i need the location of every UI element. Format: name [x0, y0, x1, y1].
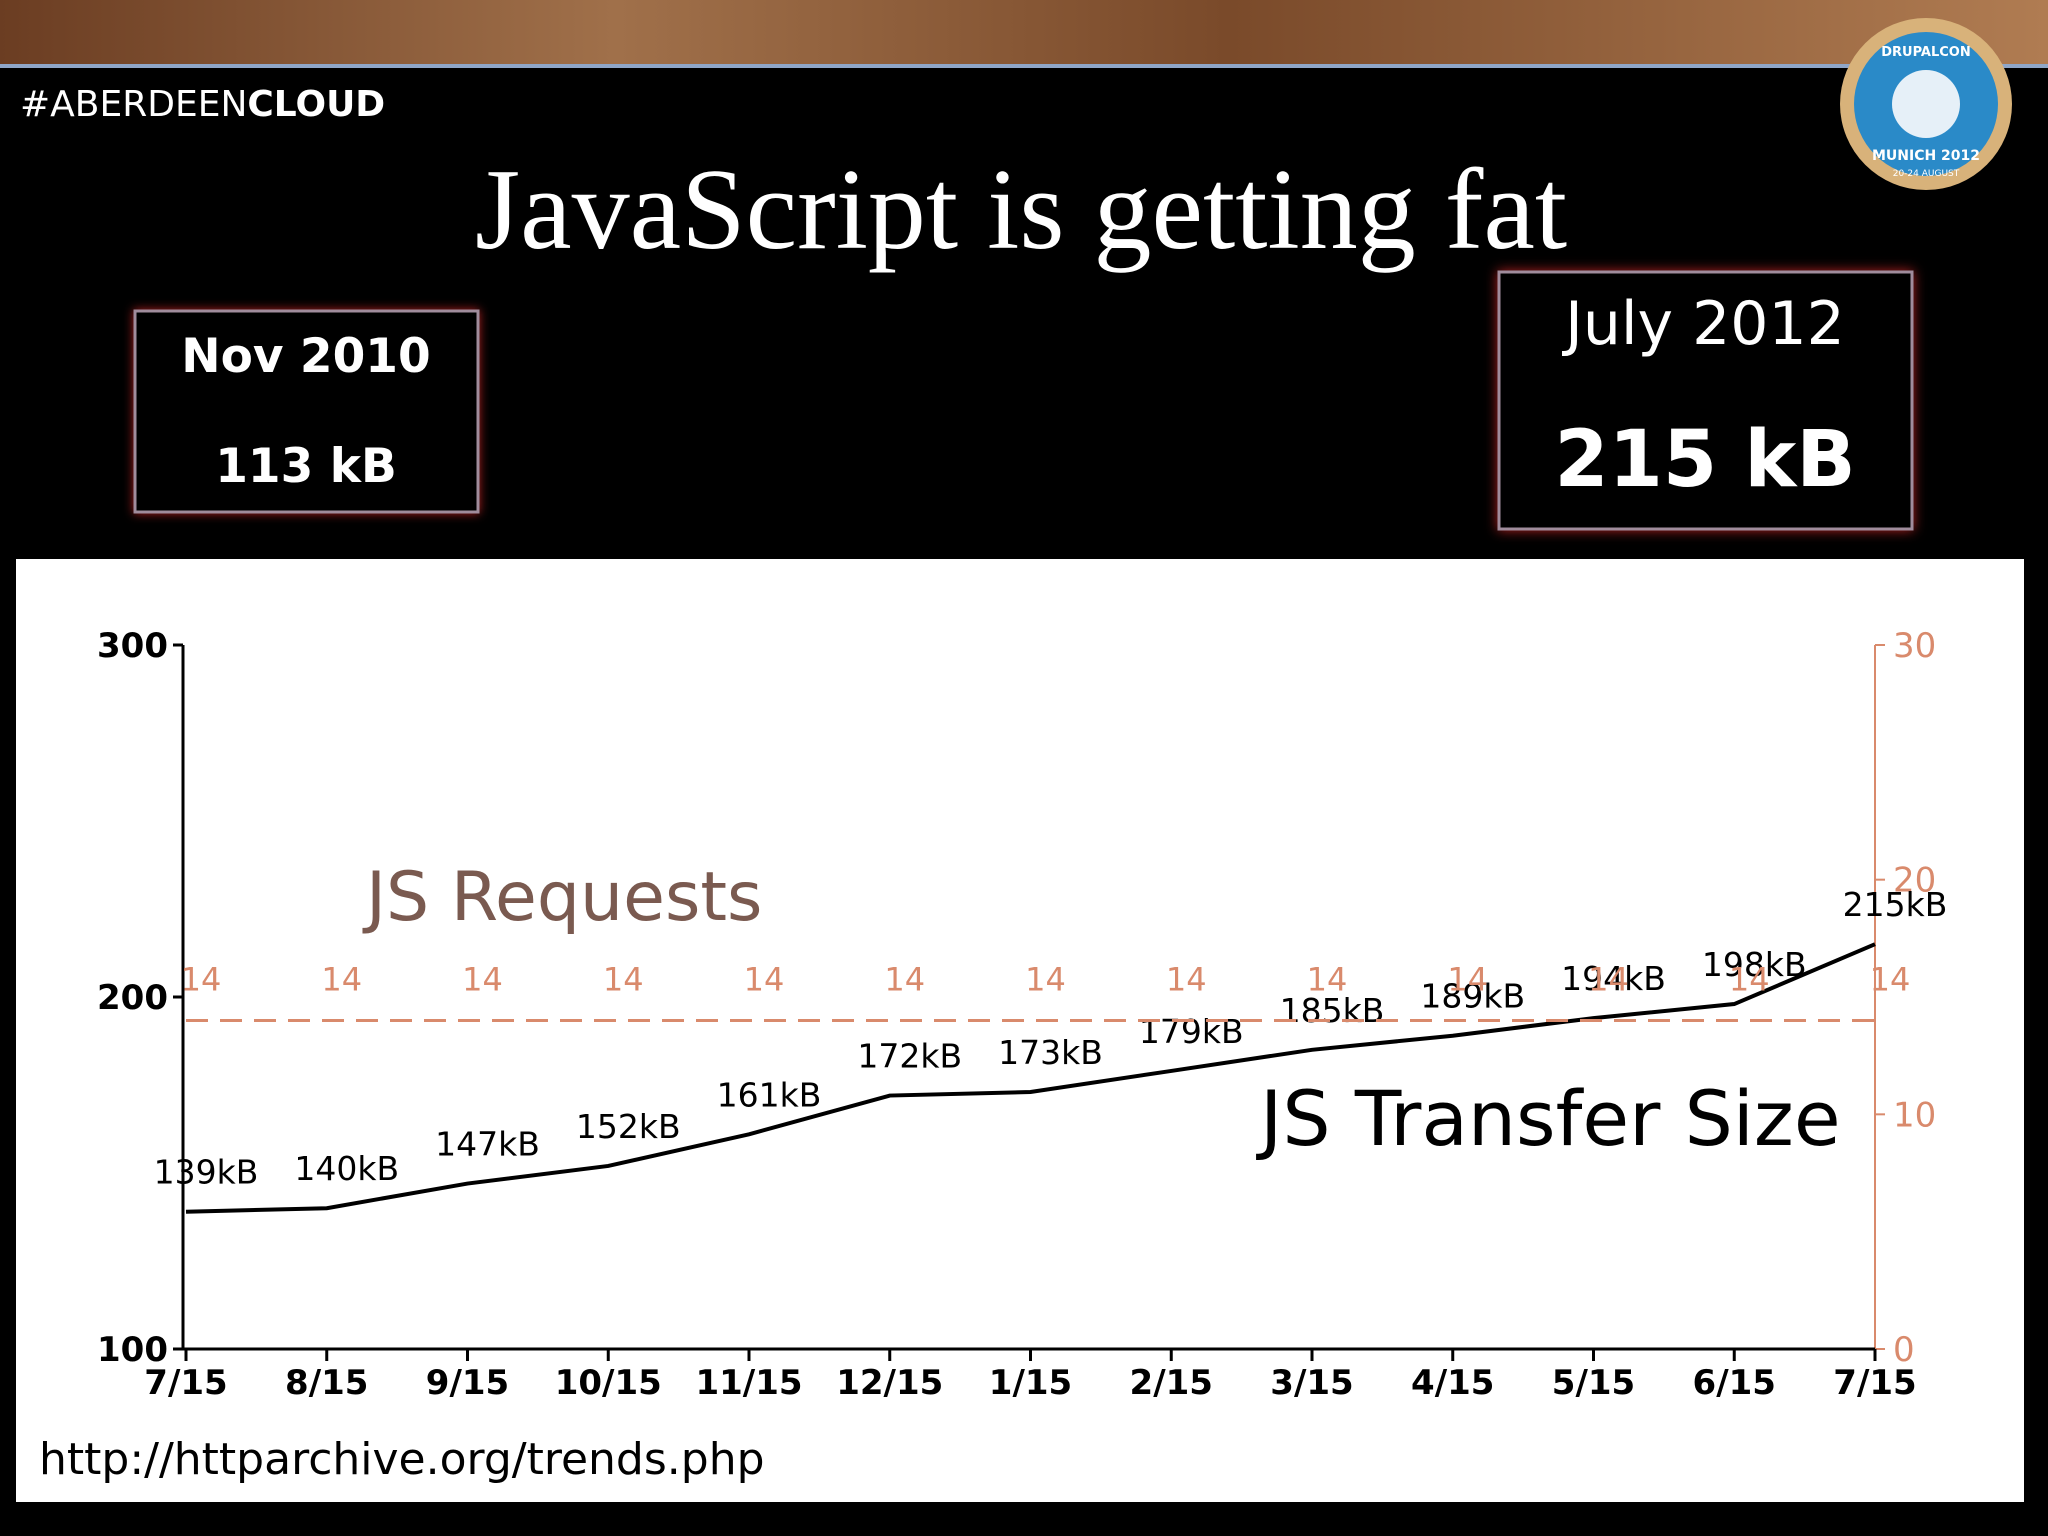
data-label: 14 [321, 960, 362, 998]
data-label: 14 [1729, 960, 1770, 998]
data-label: 14 [603, 960, 644, 998]
chart: 100 200 300 0 10 20 30 7/15 8/15 9/15 10/15 11/15 12… [97, 626, 1947, 1403]
data-label: 139kB [154, 1153, 259, 1192]
x-tick-label: 11/15 [695, 1363, 802, 1403]
logo-bottom: 20-24 AUGUST [1893, 169, 1960, 179]
annotation: JS Requests [362, 858, 762, 937]
y-tick-label: 300 [97, 626, 168, 666]
x-tick-label: 4/15 [1411, 1363, 1494, 1403]
slide-title: JavaScript is getting fat [475, 146, 1567, 274]
x-tick-label: 1/15 [989, 1363, 1072, 1403]
y2-tick-label: 30 [1893, 626, 1936, 666]
data-label: 173kB [998, 1033, 1103, 1072]
data-label: 14 [884, 960, 925, 998]
banner-line [0, 64, 2048, 68]
data-label: 14 [181, 960, 222, 998]
data-label: 194kB [1561, 959, 1666, 998]
data-label: 14 [1307, 960, 1348, 998]
data-label: 189kB [1420, 977, 1525, 1016]
box-size: 215 kB [1554, 415, 1855, 505]
y-tick-label: 100 [97, 1330, 168, 1370]
x-tick-label: 2/15 [1130, 1363, 1213, 1403]
data-label: 147kB [435, 1125, 540, 1164]
logo-middle: MUNICH 2012 [1872, 148, 1980, 164]
logo: DRUPALCON MUNICH 2012 20-24 AUGUST [1840, 18, 2012, 190]
x-tick-label: 7/15 [1833, 1363, 1916, 1403]
data-label: 14 [1025, 960, 1066, 998]
box-nov-2010 [133, 309, 480, 514]
data-label: 185kB [1280, 991, 1385, 1030]
data-label: 14 [1588, 960, 1629, 998]
data-label: 14 [1166, 960, 1207, 998]
box-july-2012 [1497, 270, 1914, 531]
source-url: http://httparchive.org/trends.php [39, 1434, 765, 1485]
annotation: JS Transfer Size [1256, 1074, 1841, 1163]
y2-tick-label: 0 [1893, 1330, 1915, 1370]
data-label: 14 [1447, 960, 1488, 998]
data-label: 215kB [1843, 885, 1948, 924]
x-tick-label: 10/15 [555, 1363, 662, 1403]
data-label: 198kB [1702, 945, 1807, 984]
data-label: 14 [1870, 960, 1911, 998]
data-label: 14 [744, 960, 785, 998]
data-label: 161kB [717, 1075, 822, 1114]
size-line [185, 942, 1876, 1214]
box-date: Nov 2010 [181, 329, 430, 384]
data-label: 152kB [576, 1107, 681, 1146]
logo-top: DRUPALCON [1881, 45, 1971, 60]
y2-tick-label: 20 [1893, 861, 1936, 901]
box-date: July 2012 [1561, 289, 1845, 359]
x-tick-label: 3/15 [1270, 1363, 1353, 1403]
hashtag: #ABERDEENCLOUD [20, 84, 385, 125]
y-tick-label: 200 [97, 978, 168, 1018]
data-label: 172kB [857, 1037, 962, 1076]
data-label: 140kB [294, 1149, 399, 1188]
data-label: 14 [462, 960, 503, 998]
x-tick-label: 12/15 [836, 1363, 943, 1403]
x-tick-label: 5/15 [1552, 1363, 1635, 1403]
data-label: 179kB [1139, 1012, 1244, 1051]
x-tick-label: 9/15 [426, 1363, 509, 1403]
x-tick-label: 7/15 [144, 1363, 227, 1403]
logo-drop [1892, 70, 1960, 138]
box-size: 113 kB [215, 439, 397, 494]
chart-panel [16, 559, 2024, 1502]
x-tick-label: 8/15 [285, 1363, 368, 1403]
x-tick-label: 6/15 [1693, 1363, 1776, 1403]
y2-tick-label: 10 [1893, 1095, 1936, 1135]
wood-banner [0, 0, 2048, 66]
